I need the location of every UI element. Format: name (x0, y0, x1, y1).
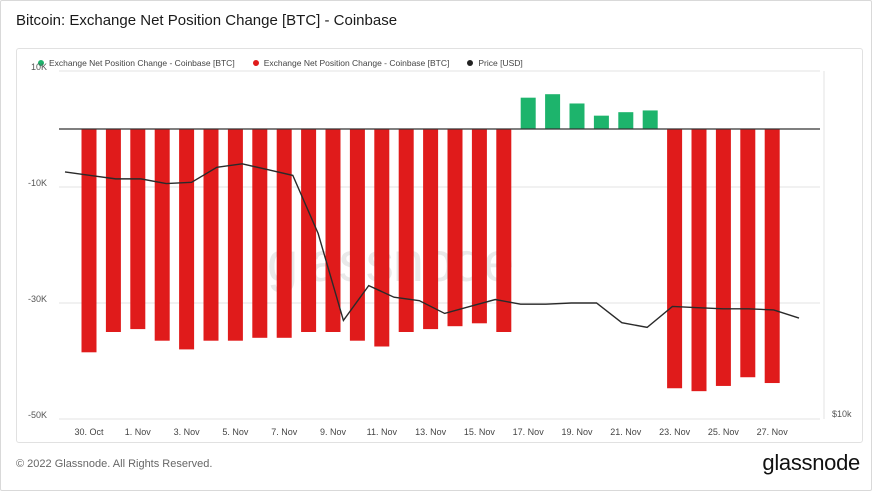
x-tick-label: 9. Nov (320, 427, 347, 437)
legend-dot-red-icon (252, 60, 259, 66)
bar-positive (520, 97, 536, 129)
x-tick-label: 1. Nov (125, 427, 152, 437)
x-tick-label: 25. Nov (708, 427, 740, 437)
bar-negative (764, 129, 780, 384)
bar-negative (374, 129, 390, 347)
bar-negative (203, 129, 219, 341)
bar-positive (545, 94, 561, 129)
bar-negative (349, 129, 365, 341)
legend-dot-black-icon (467, 60, 474, 66)
price-line (64, 163, 800, 329)
bar-negative (423, 129, 439, 330)
bar-negative (227, 129, 243, 341)
legend-label-negative: Exchange Net Position Change - Coinbase … (263, 58, 450, 68)
y-tick-label: 10K (31, 62, 47, 72)
bar-negative (154, 129, 170, 341)
bar-negative (252, 129, 268, 338)
legend: Exchange Net Position Change - Coinbase … (38, 58, 523, 68)
legend-item-price[interactable]: Price [USD] (467, 58, 523, 68)
bar-negative (471, 129, 487, 324)
y-tick-label: -10K (28, 178, 47, 188)
bar-negative (179, 129, 195, 350)
bar-negative (276, 129, 292, 338)
chart-title: Bitcoin: Exchange Net Position Change [B… (16, 12, 398, 29)
bar-negative (81, 129, 97, 353)
bar-negative (301, 129, 317, 332)
x-tick-label: 30. Oct (74, 427, 104, 437)
bar-negative (496, 129, 512, 332)
y-axis-labels: 10K -10K -30K -50K (28, 62, 47, 420)
bar-negative (715, 129, 731, 386)
bar-negative (398, 129, 414, 332)
x-tick-label: 3. Nov (174, 427, 201, 437)
legend-label-price: Price [USD] (478, 58, 523, 68)
legend-label-positive: Exchange Net Position Change - Coinbase … (49, 58, 235, 68)
x-tick-label: 5. Nov (222, 427, 249, 437)
right-axis-label: $10k (832, 409, 852, 419)
legend-item-negative[interactable]: Exchange Net Position Change - Coinbase … (252, 58, 450, 68)
bars (81, 94, 780, 392)
x-tick-label: 21. Nov (610, 427, 642, 437)
x-tick-label: 23. Nov (659, 427, 691, 437)
x-tick-label: 13. Nov (415, 427, 447, 437)
bar-positive (642, 110, 658, 129)
bar-positive (618, 112, 634, 129)
bar-positive (593, 115, 609, 129)
chart-panel: glassnode Exchange Net Position Change -… (16, 48, 863, 443)
bar-negative (447, 129, 463, 327)
y-tick-label: -50K (28, 410, 47, 420)
glassnode-logo: glassnode (762, 450, 860, 475)
grid (59, 70, 825, 420)
bar-negative (691, 129, 707, 392)
x-tick-label: 7. Nov (271, 427, 298, 437)
y-tick-label: -30K (28, 294, 47, 304)
bar-negative (105, 129, 121, 332)
x-tick-label: 11. Nov (367, 427, 398, 437)
bar-negative (325, 129, 341, 332)
bar-negative (130, 129, 146, 330)
chart-svg: 10K -10K -30K -50K 30. Oct 1. Nov 3. Nov 5. No… (28, 62, 852, 437)
x-tick-label: 17. Nov (513, 427, 545, 437)
bar-negative (740, 129, 756, 378)
x-axis-labels: 30. Oct 1. Nov 3. Nov 5. Nov 7. Nov 9. Nov 11.… (74, 427, 788, 437)
legend-dot-green-icon (38, 60, 44, 66)
bar-negative (667, 129, 683, 389)
legend-item-positive[interactable]: Exchange Net Position Change - Coinbase … (38, 58, 235, 68)
copyright: © 2022 Glassnode. All Rights Reserved. (16, 458, 213, 470)
x-tick-label: 19. Nov (561, 427, 593, 437)
x-tick-label: 15. Nov (464, 427, 496, 437)
x-tick-label: 27. Nov (757, 427, 789, 437)
bar-positive (569, 103, 585, 129)
